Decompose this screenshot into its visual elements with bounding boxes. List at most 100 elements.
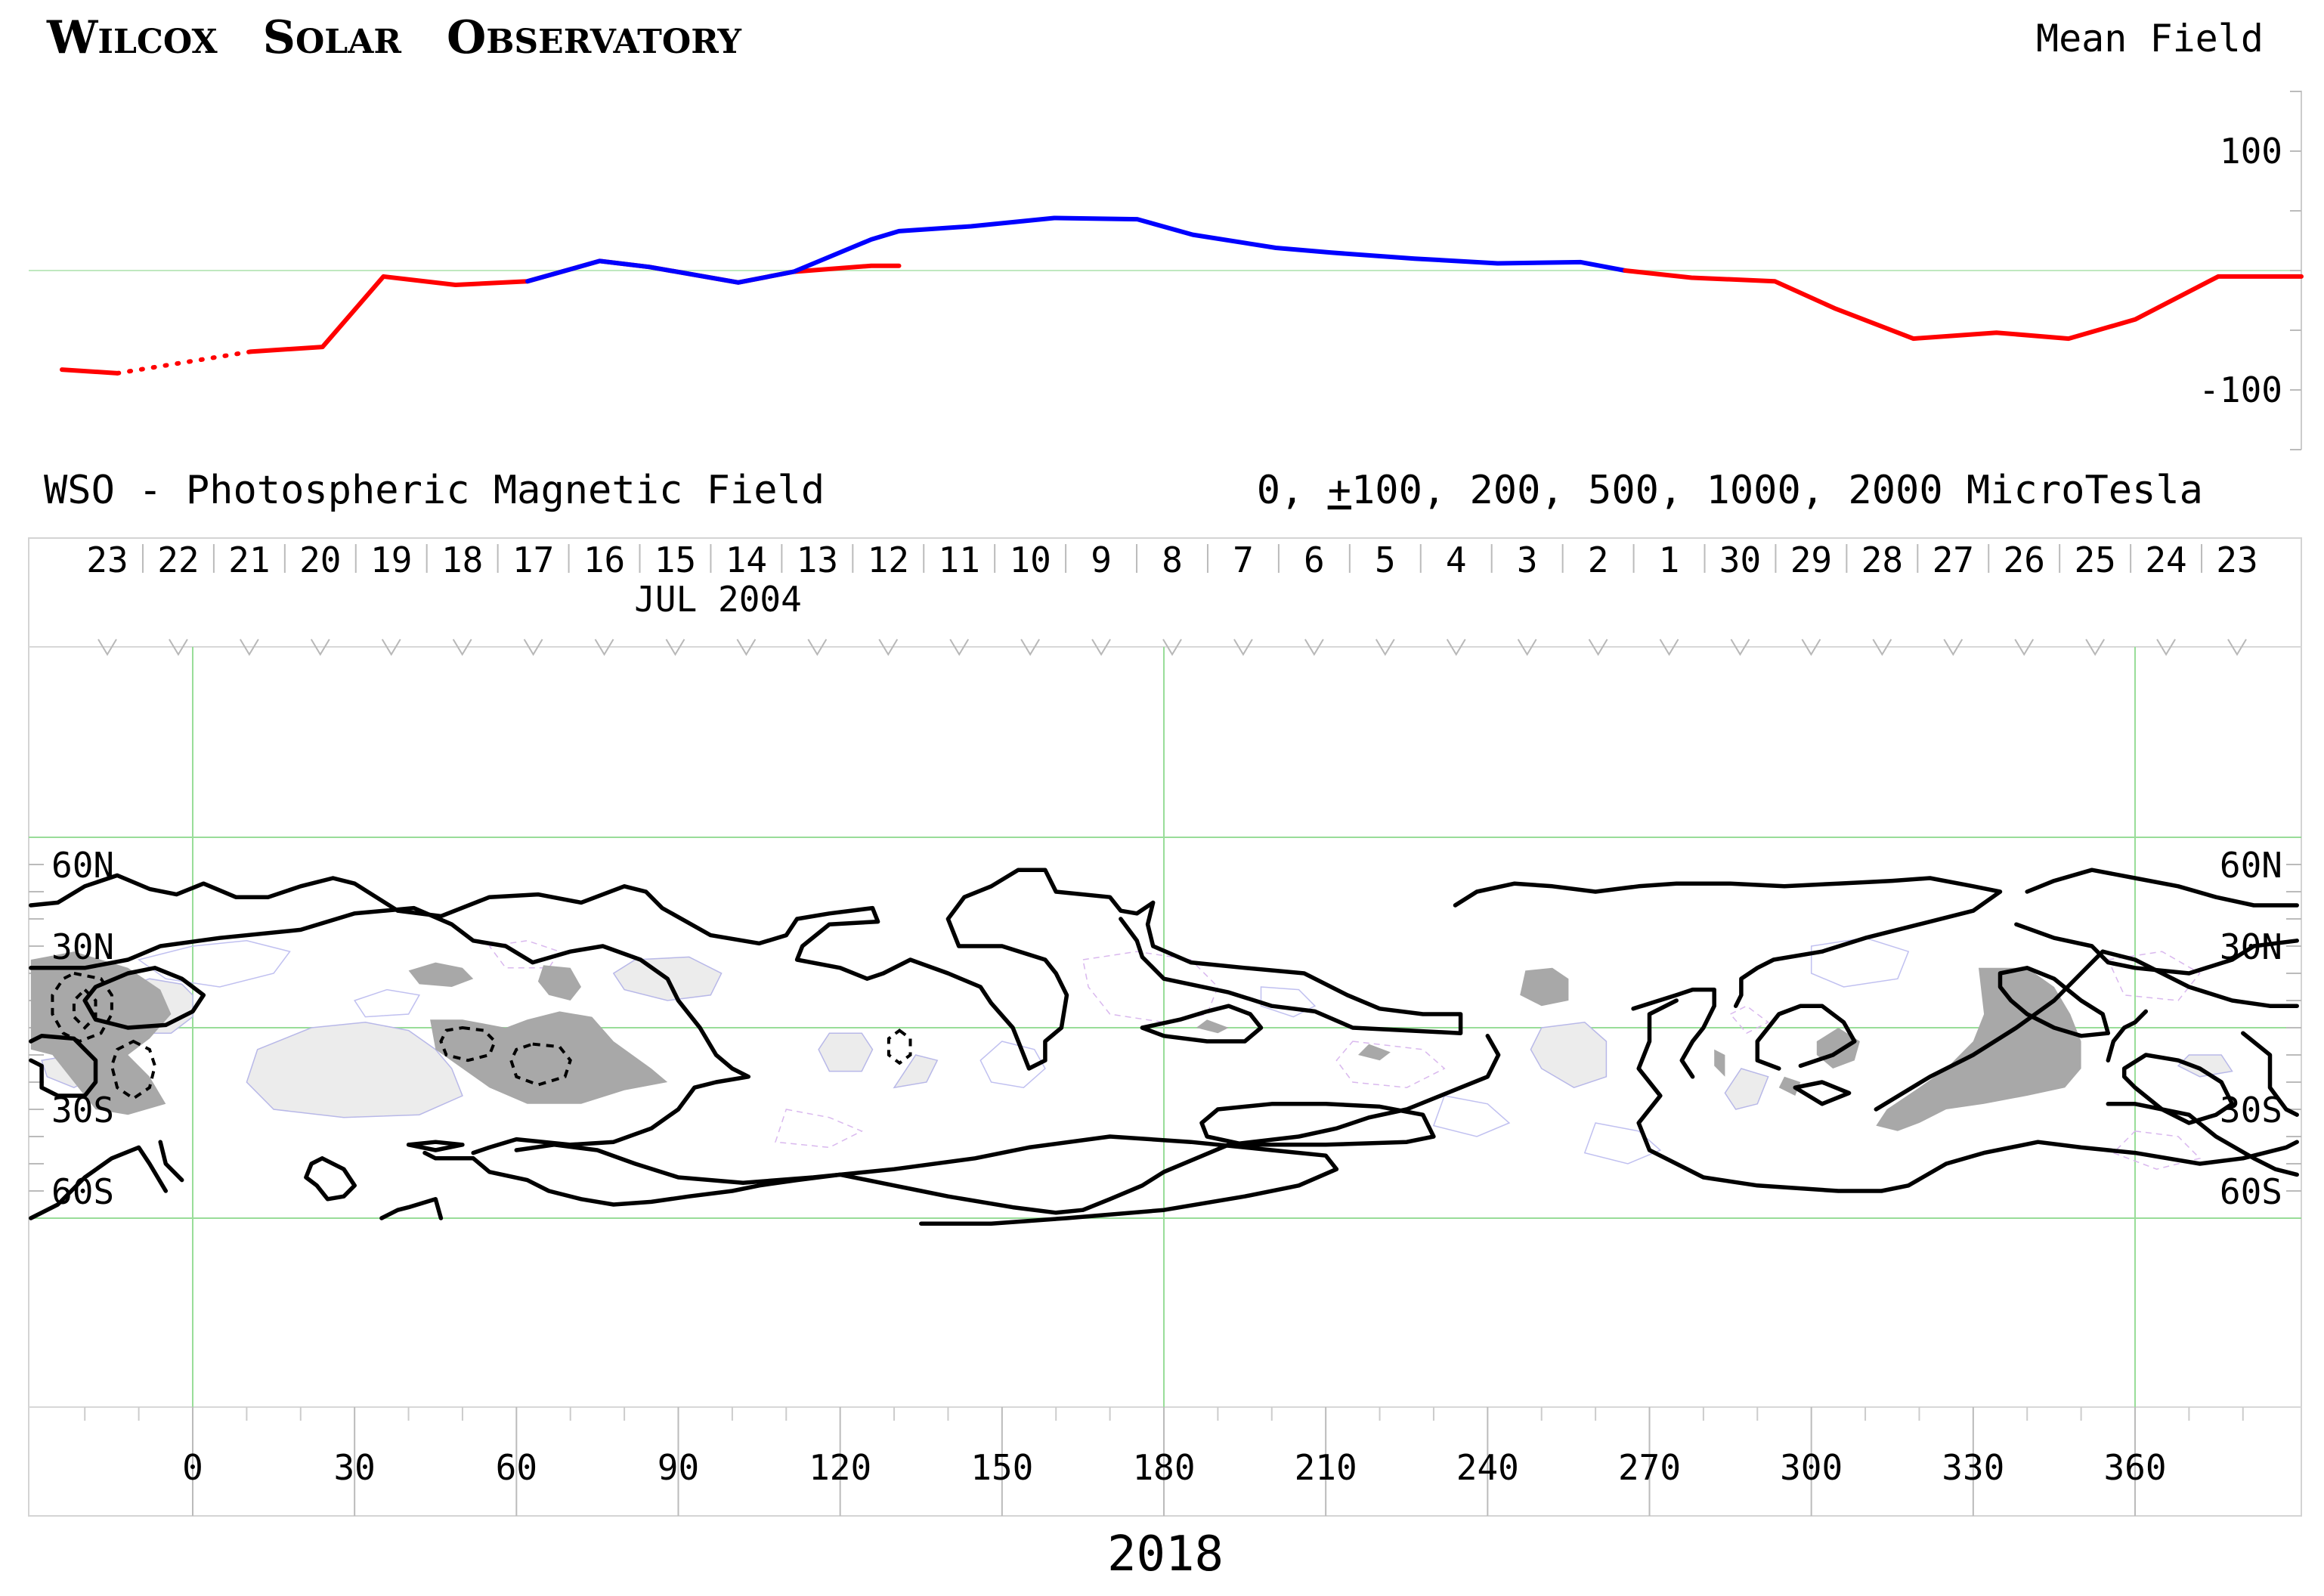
observation-marker [240,639,259,656]
negative-contour-5 [887,1028,912,1066]
neutral-line-18 [1874,949,2299,1112]
neutral-line-19 [2106,1102,2299,1177]
neutral-line-4 [514,1134,1339,1226]
title-rest-2: OLAR [296,23,401,61]
observation-marker [1588,639,1608,656]
lat-label-left: 30S [51,1090,114,1130]
observation-marker [594,639,614,656]
strong-field-regions [30,951,2081,1131]
date-tick-label: 10 [1009,540,1051,580]
date-tick-label: 17 [512,540,554,580]
mean-field-ticks [2290,91,2301,450]
longitude-tick-label: 60 [496,1447,537,1488]
date-caption: JUL 2004 [634,579,802,620]
neutral-line-21 [2025,868,2299,908]
date-tick-label: 5 [1375,540,1396,580]
lat-label-left: 60N [51,845,114,886]
longitude-tick-label: 330 [1942,1447,2004,1488]
observation-marker [1659,639,1679,656]
observation-marker [1446,639,1466,656]
faint-contour-1 [488,940,561,969]
mean-field-series-0 [60,367,120,376]
observation-marker [2014,639,2035,656]
faint-contour-5 [1335,1041,1446,1088]
observation-marker [1801,639,1821,656]
weak-field-region-6 [1724,1068,1769,1110]
date-tick-label: 3 [1517,540,1538,580]
neutral-line-25 [2241,1031,2299,1117]
observation-marker [1943,639,1963,656]
date-axis: 23 22 21 20 19 18 17 16 15 14 13 12 11 10 9 8 7 6 5 4 3 2 1 30 2… [86,540,2258,656]
lat-label-right: 30S [2220,1090,2282,1130]
mean-field-series-4 [1623,268,2304,342]
map-title: WSO - Photospheric Magnetic Field [44,468,825,513]
weak-field-region-7 [2177,1054,2233,1078]
mean-field-tick-label-100: 100 [2220,131,2282,172]
date-tick-label: 15 [654,540,696,580]
date-tick-label: 12 [868,540,909,580]
neutral-line-14 [406,1140,465,1152]
observation-marker [97,639,117,656]
latitude-labels: 60N 60N 30N 30N 30S 30S 60S 60S [51,845,2282,1212]
strong-field-region-1 [408,962,474,987]
date-tick-label: 6 [1304,540,1325,580]
date-tick-label: 9 [1091,540,1112,580]
lat-label-left: 30N [51,926,114,967]
negative-contour-3 [439,1025,497,1062]
faint-contour-8 [1432,1095,1511,1137]
observation-marker [2156,639,2176,656]
date-tick-label: 22 [157,540,199,580]
longitude-tick-label: 30 [333,1447,375,1488]
observation-marker [1304,639,1324,656]
neutral-line-6 [82,966,206,1030]
neutral-line-24 [2106,1009,2149,1062]
neutral-line-15 [379,1197,444,1220]
neutral-line-20 [1453,876,2003,1008]
neutral-line-16 [1636,998,2299,1193]
date-tick-label: 1 [1659,540,1680,580]
observation-marker [169,639,188,656]
observation-marker [878,639,899,656]
weak-field-region-0 [246,1022,463,1118]
neutral-line-8 [1199,1102,1436,1147]
strong-field-region-8 [1358,1044,1391,1061]
observation-marker [310,639,330,656]
observation-marker [1375,639,1395,656]
date-tick-label: 30 [1719,540,1761,580]
strong-field-region-2 [537,965,581,1001]
title-rest-3: BSERVATORY [486,23,741,61]
observation-marker [1233,639,1253,656]
neutral-line-13 [304,1156,357,1202]
observation-marker [1162,639,1182,656]
neutral-line-22 [2014,922,2299,976]
strong-field-region-6 [1816,1028,1860,1069]
mean-field-label: Mean Field [2036,17,2264,60]
longitude-tick-label: 150 [970,1447,1033,1488]
neutral-lines [29,868,2299,1226]
date-tick-label: 13 [797,540,838,580]
faint-contour-10 [354,988,420,1018]
faint-contour-12 [1583,1122,1662,1165]
weak-field-region-8 [893,1054,939,1089]
observation-marker [1091,639,1111,656]
date-tick-label: 26 [2004,540,2045,580]
date-tick-label: 16 [583,540,625,580]
title-cap-2: S [263,11,296,64]
neutral-line-5 [29,1034,98,1098]
faint-contour-6 [1810,937,1910,988]
longitude-tick-label: 300 [1780,1447,1843,1488]
strong-field-region-3 [430,1011,668,1104]
observation-marker [2227,639,2247,656]
negative-contour-4 [509,1042,572,1087]
observation-marker [807,639,828,656]
observation-marker [736,639,757,656]
neutral-line-17 [1631,987,1716,1079]
mean-field-series-3 [525,215,1628,285]
neutral-line-0 [29,868,1463,1071]
mean-field-series-1 [115,349,253,376]
lat-label-left: 60S [51,1171,114,1212]
neutral-line-3 [29,1145,169,1220]
longitude-tick-label: 210 [1295,1447,1357,1488]
longitude-tick-label: 120 [809,1447,871,1488]
faint-contour-3 [1082,951,1219,1023]
